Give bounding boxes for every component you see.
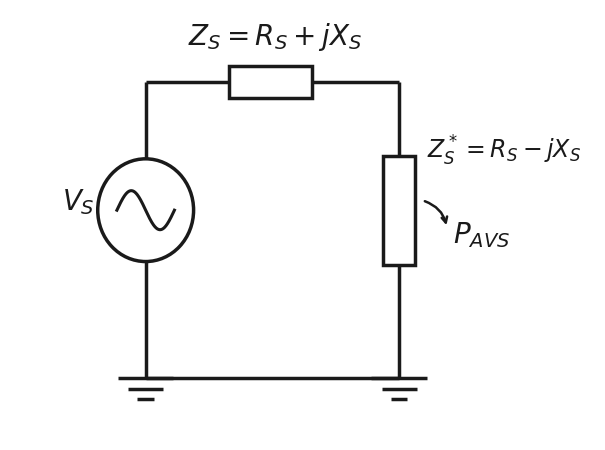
Text: $\mathbf{\mathit{V_S}}$: $\mathbf{\mathit{V_S}}$	[62, 187, 95, 217]
Circle shape	[98, 159, 194, 261]
Bar	[384, 156, 415, 265]
Bar	[229, 66, 312, 98]
Text: $\mathbf{\mathit{Z_S=R_S+jX_S}}$: $\mathbf{\mathit{Z_S=R_S+jX_S}}$	[188, 21, 362, 54]
Text: $\mathbf{\mathit{Z_S^*=R_S-jX_S}}$: $\mathbf{\mathit{Z_S^*=R_S-jX_S}}$	[427, 134, 581, 168]
Text: $\mathbf{\mathit{P_{AVS}}}$: $\mathbf{\mathit{P_{AVS}}}$	[453, 220, 509, 250]
